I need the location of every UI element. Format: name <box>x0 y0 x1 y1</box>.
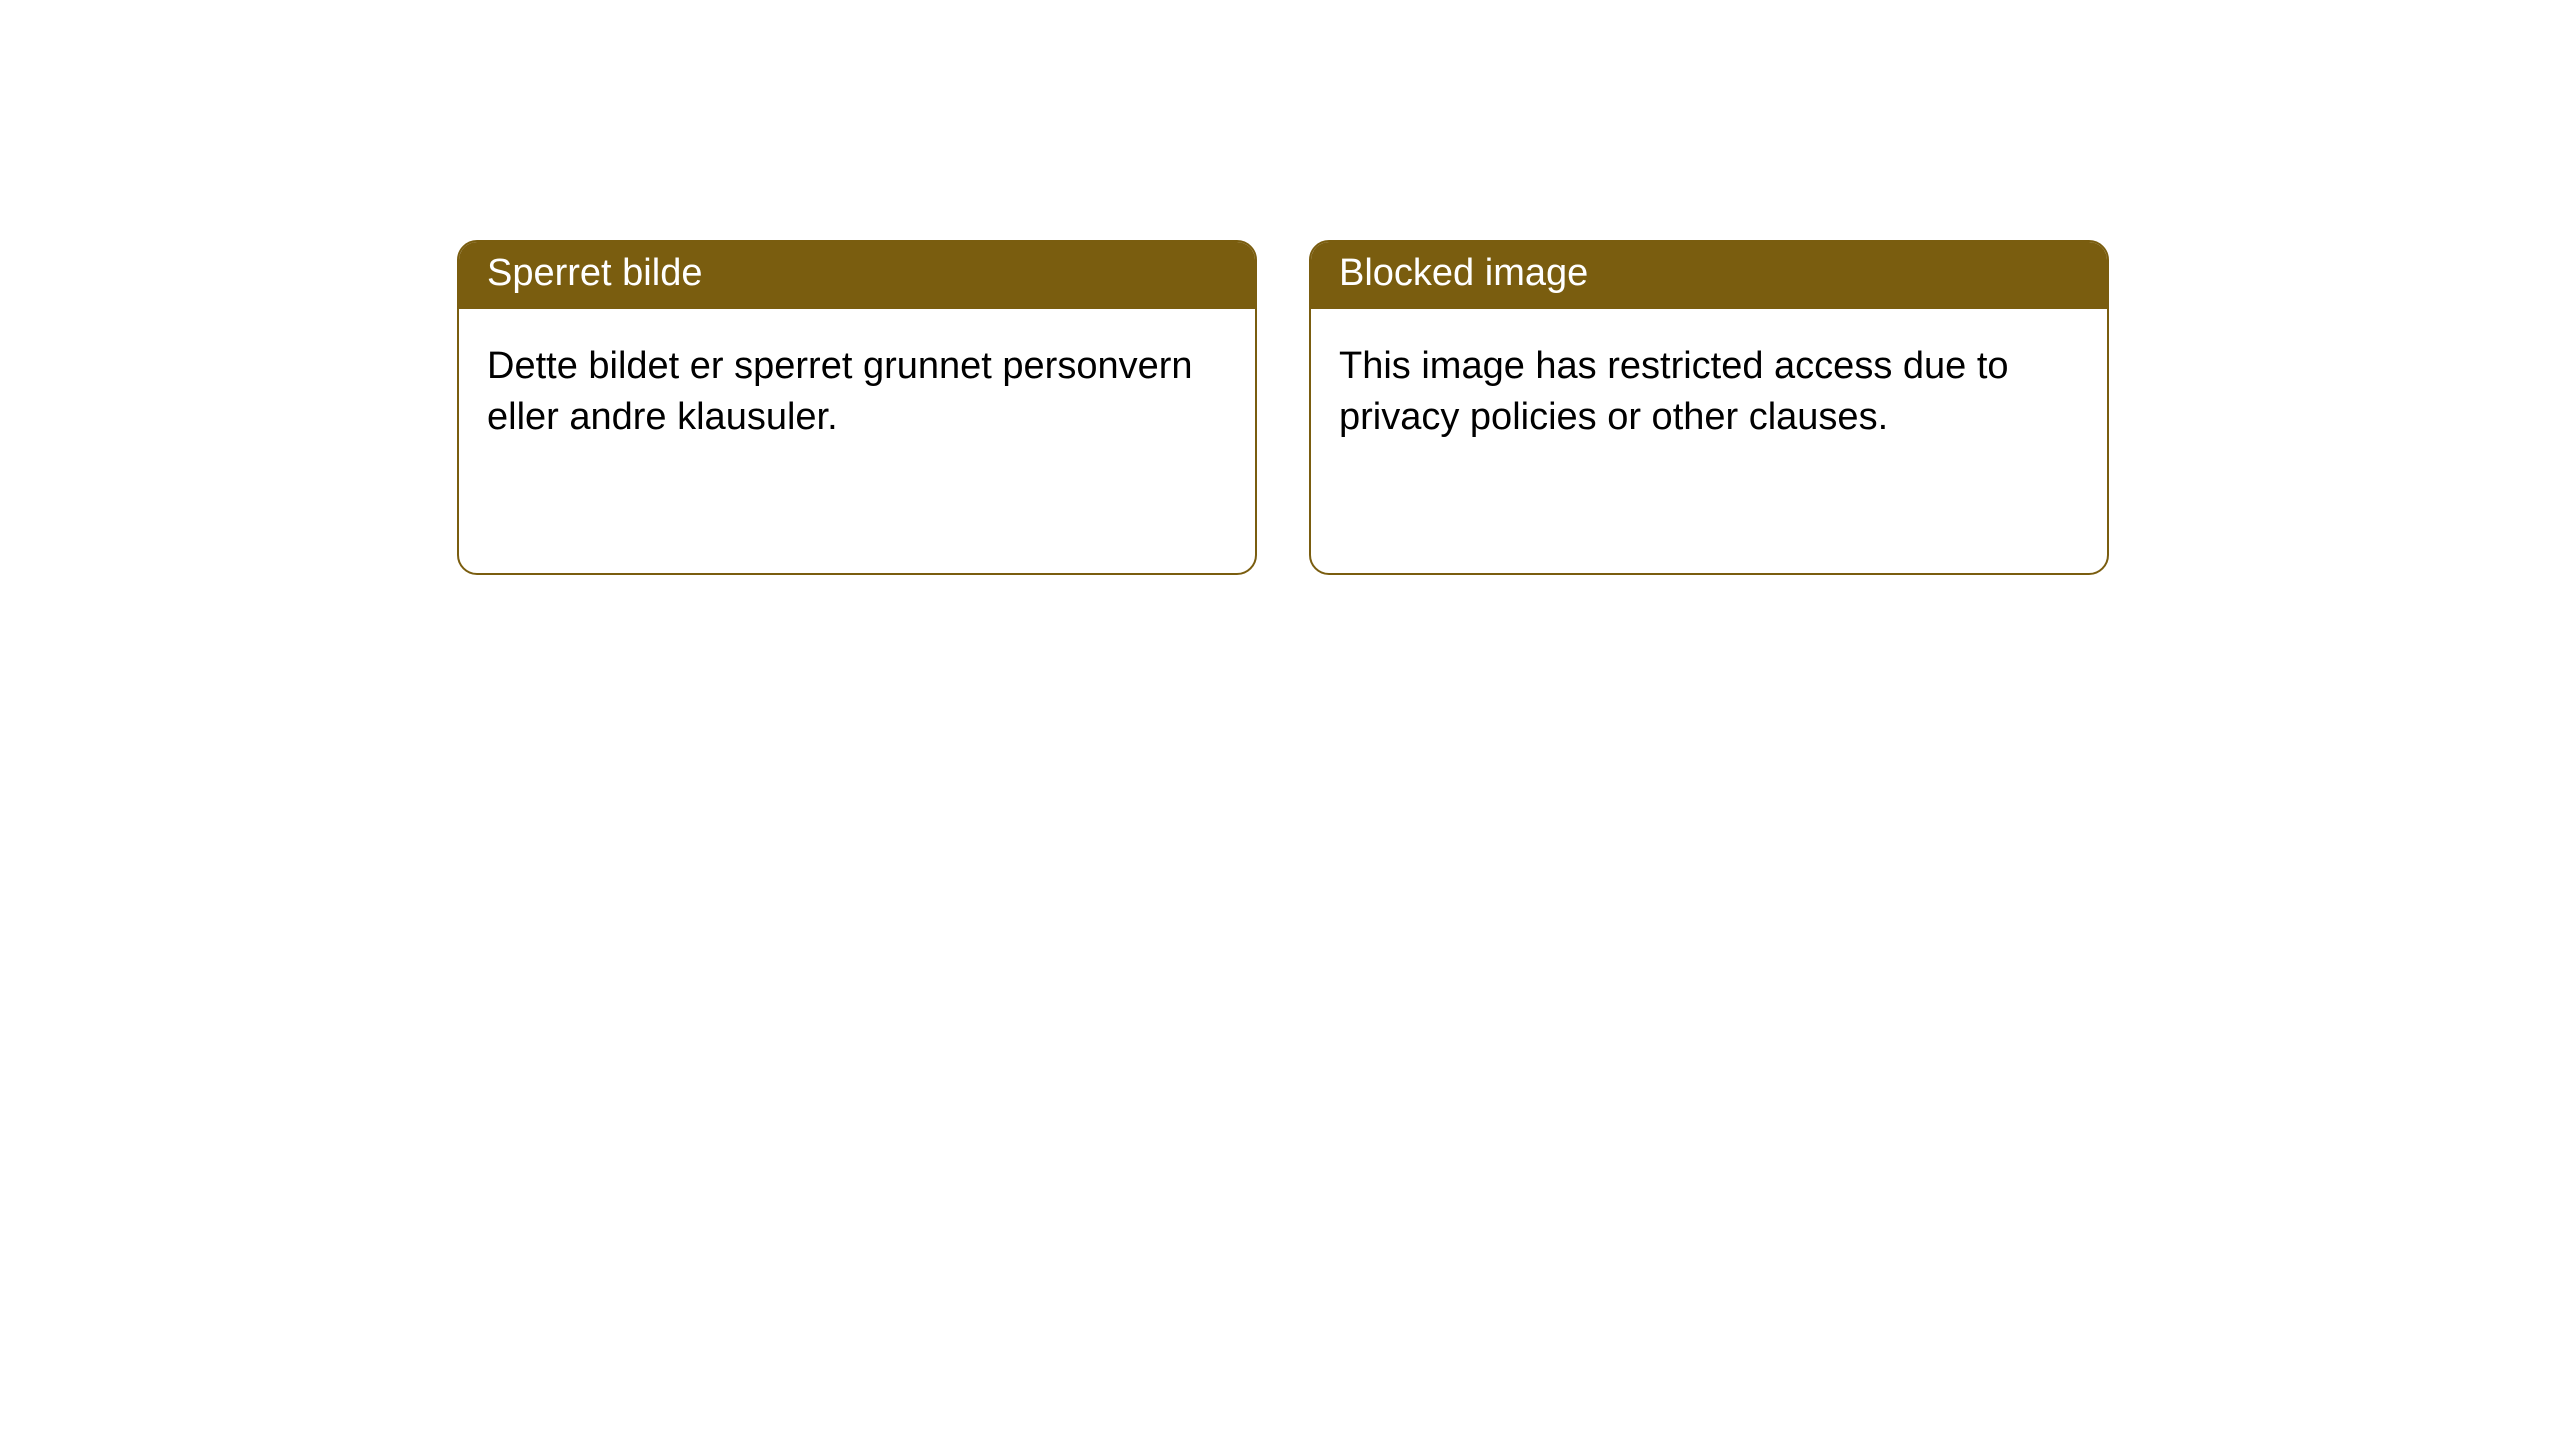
notice-card-english: Blocked image This image has restricted … <box>1309 240 2109 575</box>
notice-container: Sperret bilde Dette bildet er sperret gr… <box>0 0 2560 575</box>
notice-body-norwegian: Dette bildet er sperret grunnet personve… <box>459 309 1255 476</box>
notice-header-norwegian: Sperret bilde <box>459 242 1255 309</box>
notice-body-english: This image has restricted access due to … <box>1311 309 2107 476</box>
notice-card-norwegian: Sperret bilde Dette bildet er sperret gr… <box>457 240 1257 575</box>
notice-header-english: Blocked image <box>1311 242 2107 309</box>
